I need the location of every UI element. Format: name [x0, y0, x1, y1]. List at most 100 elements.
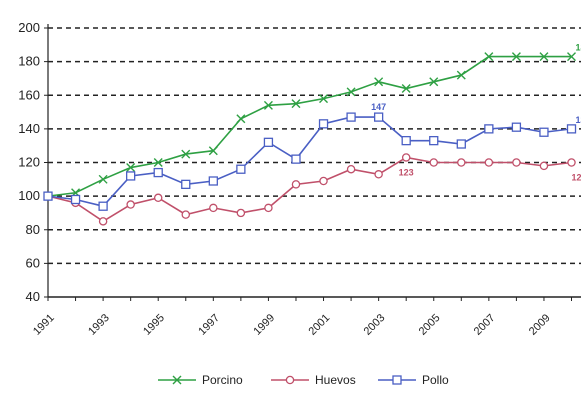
y-tick-labels: 40 60 80 100 120 140 160 180 200: [18, 20, 40, 304]
grid-lines: [48, 27, 581, 265]
data-point: [346, 164, 356, 174]
series-line: [47, 156, 572, 223]
y-tick-label: 40: [26, 289, 40, 304]
data-point: [401, 135, 411, 146]
y-tick-label: 140: [18, 121, 40, 136]
data-point: [456, 70, 466, 80]
series-line: [47, 55, 572, 197]
data-point: [153, 167, 163, 178]
data-point: [291, 180, 301, 189]
series-porcino: [43, 52, 577, 201]
x-tick-label: 2003: [362, 312, 388, 338]
data-point: [236, 164, 246, 174]
data-point: [181, 149, 191, 159]
axes: [44, 24, 581, 301]
data-point: [374, 77, 384, 87]
data-point: [374, 170, 383, 179]
data-point: [539, 161, 549, 171]
data-point: [429, 77, 439, 87]
data-point: [181, 210, 191, 219]
data-point: [319, 176, 328, 186]
data-point: [484, 158, 494, 167]
data-point: [318, 119, 329, 129]
y-tick-label: 120: [18, 155, 40, 170]
data-point: [566, 124, 577, 134]
data-label: 147: [371, 102, 386, 112]
x-tick-label: 2005: [417, 312, 443, 338]
series-lines: [43, 52, 577, 226]
data-point: [567, 158, 576, 167]
data-point: [429, 135, 439, 146]
y-tick-label: 60: [26, 255, 40, 270]
legend-marker: [285, 375, 295, 385]
legend-item-pollo: Pollo: [378, 373, 449, 387]
data-point: [512, 158, 521, 167]
series-pollo: [43, 112, 577, 211]
data-label: 13: [576, 115, 581, 125]
data-point: [539, 52, 549, 62]
data-point: [98, 174, 108, 184]
legend-marker: [172, 375, 182, 385]
data-point: [401, 84, 411, 94]
data-point: [153, 158, 163, 167]
legend-marker: [392, 375, 402, 385]
data-point: [291, 154, 301, 164]
data-point: [291, 99, 301, 109]
data-point: [264, 203, 273, 213]
data-point: [43, 191, 53, 201]
data-point: [346, 112, 356, 122]
x-tick-label: 1995: [141, 312, 167, 338]
data-label: 12: [572, 173, 581, 183]
x-tick-label: 2009: [527, 312, 553, 338]
data-point: [511, 52, 521, 62]
data-point: [236, 114, 246, 124]
legend-label: Huevos: [315, 373, 356, 387]
data-point: [70, 194, 81, 205]
x-tick-label: 2007: [472, 312, 498, 338]
series-huevos: [43, 153, 576, 226]
x-tick-label: 1993: [86, 312, 112, 338]
data-point: [98, 201, 108, 211]
data-point: [539, 127, 549, 137]
data-point: [209, 203, 218, 213]
data-point: [457, 158, 466, 167]
x-tick-label: 2001: [307, 312, 333, 338]
data-point: [208, 146, 218, 156]
y-tick-label: 100: [18, 188, 40, 203]
data-point: [208, 176, 218, 186]
legend-label: Pollo: [422, 373, 449, 387]
data-point: [567, 52, 577, 62]
y-tick-label: 80: [26, 222, 40, 237]
y-tick-label: 180: [18, 54, 40, 69]
data-point: [98, 217, 108, 226]
data-point: [346, 87, 356, 97]
data-point: [484, 52, 494, 62]
data-point: [319, 94, 329, 104]
data-point: [263, 100, 273, 110]
data-label: 123: [399, 167, 414, 177]
x-tick-label: 1997: [196, 312, 222, 338]
data-point: [126, 163, 136, 173]
data-point: [263, 137, 274, 147]
data-annotations: 18 147 13 123 12: [371, 43, 581, 183]
data-point: [181, 179, 191, 190]
data-label: 18: [576, 43, 581, 53]
x-tick-label: 1991: [31, 312, 57, 338]
data-point: [484, 124, 494, 134]
x-tick-labels: 1991 1993 1995 1997 1999 2001 2003 2005 2007 2009: [31, 312, 553, 338]
legend: Porcino Huevos Pollo: [158, 373, 449, 387]
data-point: [456, 139, 466, 149]
data-point: [401, 153, 411, 162]
legend-item-huevos: Huevos: [271, 373, 356, 387]
legend-item-porcino: Porcino: [158, 373, 243, 387]
legend-label: Porcino: [202, 373, 243, 387]
data-point: [236, 208, 246, 218]
data-point: [511, 122, 522, 132]
data-point: [126, 171, 136, 181]
data-point: [373, 112, 384, 122]
x-tick-label: 1999: [251, 312, 277, 338]
y-tick-label: 160: [18, 87, 40, 102]
y-tick-label: 200: [18, 20, 40, 35]
data-point: [429, 158, 438, 167]
